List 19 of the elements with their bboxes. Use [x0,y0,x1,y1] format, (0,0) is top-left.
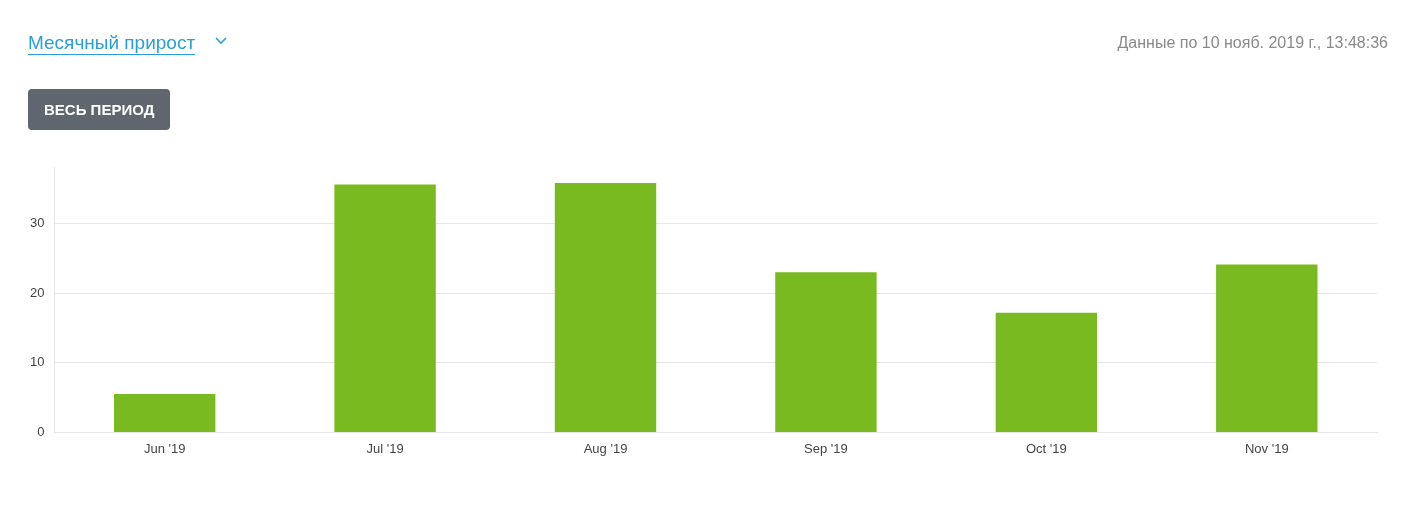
y-tick-label: 0 [37,423,45,439]
bar [334,184,436,432]
x-tick-label: Nov '19 [1244,440,1289,456]
bar [113,394,216,432]
x-tick-label: Sep '19 [804,440,848,456]
bar [775,272,877,432]
y-tick-label: 20 [29,284,45,300]
bar [995,312,1098,432]
x-tick-label: Oct '19 [1025,440,1067,456]
x-tick-label: Jul '19 [366,440,404,456]
text: ВЕСЬ ПЕРИОД [28,89,171,130]
y-tick-label: 10 [29,354,45,370]
text: Данные по 10 нояб. 2019 г., 13:48:36 [1117,34,1388,52]
y-tick-label: 30 [29,215,45,231]
bar [1216,264,1318,432]
x-tick-label: Jun '19 [143,440,186,456]
x-tick-label: Aug '19 [583,440,628,456]
chart-title: Месячный прирост [28,31,196,55]
bar [554,183,657,432]
